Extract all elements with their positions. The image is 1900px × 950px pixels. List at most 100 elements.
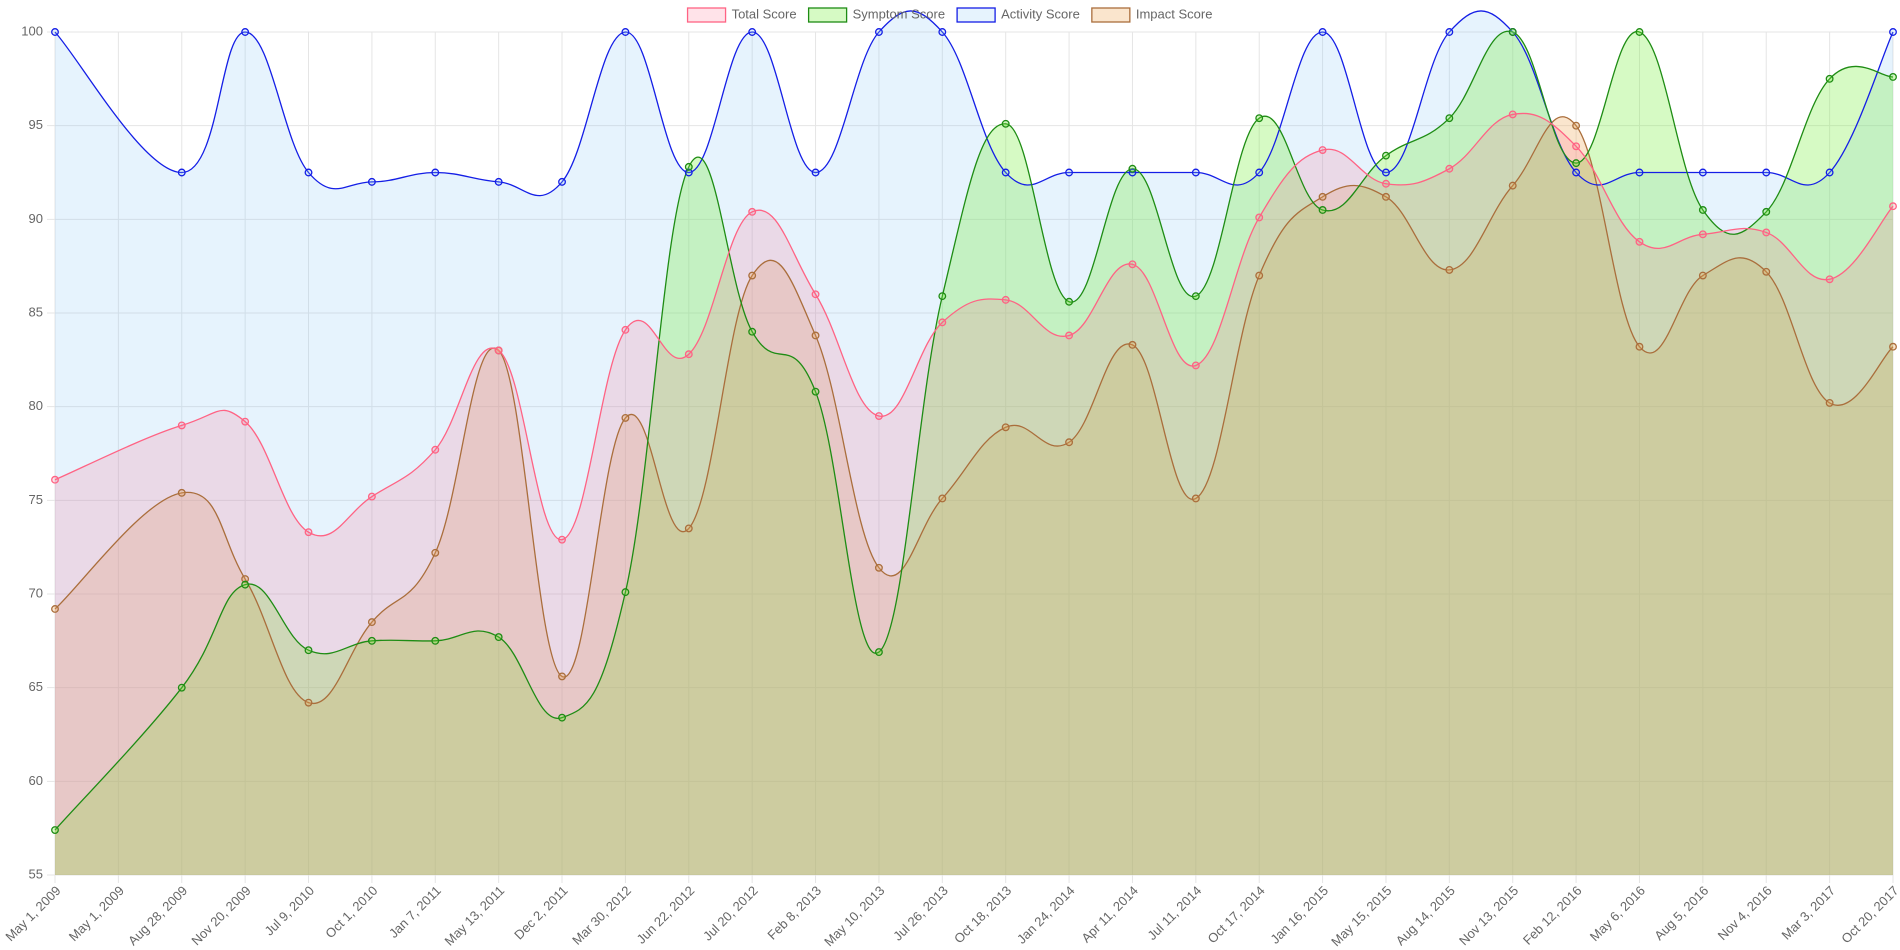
legend: Total Score Symptom Score Activity Score Im… [686,6,1212,23]
y-tick-label: 70 [29,585,43,600]
data-point [304,646,313,655]
data-point [1255,213,1264,222]
data-point [1001,119,1010,128]
data-point [304,528,313,537]
data-point [1445,265,1454,274]
data-point [51,826,59,834]
data-point [684,350,693,359]
legend-label: Activity Score [1001,6,1080,21]
x-tick-label: Jan 16, 2015 [1267,883,1331,947]
data-point [684,524,693,533]
series-area [55,113,1893,875]
legend-swatch [807,7,848,23]
data-point [938,494,947,503]
data-point [621,28,630,36]
data-point [241,28,250,36]
data-point [748,327,757,336]
data-point [1825,398,1834,407]
x-tick-label: May 1, 2009 [66,883,127,944]
data-point [748,271,757,280]
y-tick-label: 65 [29,679,43,694]
series-area [55,116,1893,875]
x-tick-label: Feb 8, 2013 [764,883,824,943]
x-tick-label: Jul 11, 2014 [1144,883,1204,943]
data-point [1635,28,1644,36]
data-point [1762,207,1771,216]
x-tick-label: Oct 18, 2013 [951,883,1014,946]
data-point [558,535,566,544]
data-point [1762,168,1771,177]
data-point [874,28,883,36]
data-point [1318,146,1327,154]
data-point [1128,164,1137,173]
data-point [558,177,566,186]
data-point [1318,192,1327,201]
series-line [54,116,1894,705]
x-tick-label: May 13, 2011 [442,883,508,949]
legend-swatch [686,7,727,23]
data-point [304,168,313,177]
data-point [177,168,186,177]
data-point [1001,295,1010,304]
data-point [494,346,503,355]
data-point [367,492,376,501]
data-point [1635,342,1644,351]
data-point [1191,168,1200,177]
data-point [748,207,757,216]
data-point [1128,340,1137,349]
x-tick-label: Aug 28, 2009 [125,883,190,948]
data-point [1191,361,1200,370]
data-point [1698,206,1707,214]
data-point [1635,168,1644,177]
data-point [1382,192,1390,201]
data-point [431,636,440,645]
data-point [367,618,376,627]
data-point [1889,342,1897,351]
data-point [684,162,693,171]
data-point [1001,423,1010,432]
x-tick-label: Feb 12, 2016 [1520,883,1585,948]
data-point [177,683,186,692]
data-point [938,318,947,327]
data-point [241,580,250,589]
data-point [431,168,440,177]
data-point [1445,164,1454,173]
x-tick-label: May 6, 2016 [1587,883,1648,944]
data-point [1445,28,1454,36]
data-point [1191,292,1200,301]
y-tick-label: 80 [29,398,43,413]
data-point [494,177,503,186]
data-point [177,421,186,430]
data-point [51,475,59,484]
data-point [1889,73,1897,81]
data-point [621,325,630,334]
legend-item: Activity Score [956,6,1080,23]
y-tick-label: 95 [29,117,43,132]
x-tick-label: Oct 17, 2014 [1205,883,1268,946]
x-tick-label: Mar 30, 2012 [569,883,634,948]
x-tick-label: Jan 24, 2014 [1014,883,1078,947]
legend-swatch [1091,7,1131,23]
data-point [811,387,820,396]
x-tick-label: Mar 3, 2017 [1779,883,1839,943]
data-point [1698,168,1707,177]
data-point [558,672,566,681]
legend-item: Total Score [686,6,797,23]
x-tick-label: Aug 5, 2016 [1651,883,1711,943]
y-tick-label: 85 [29,304,43,319]
data-point [1698,271,1707,280]
data-point [304,698,313,707]
data-point [1825,275,1834,284]
data-point [1762,267,1771,276]
legend-swatch [956,7,996,23]
data-point [811,290,820,299]
data-point [367,636,376,645]
x-tick-label: Dec 2, 2011 [511,883,570,942]
data-point [431,548,440,557]
data-point [558,713,566,722]
legend-item: Impact Score [1091,6,1212,23]
x-tick-label: Jul 20, 2012 [700,883,761,944]
data-point [1508,110,1517,119]
data-point [367,177,376,186]
